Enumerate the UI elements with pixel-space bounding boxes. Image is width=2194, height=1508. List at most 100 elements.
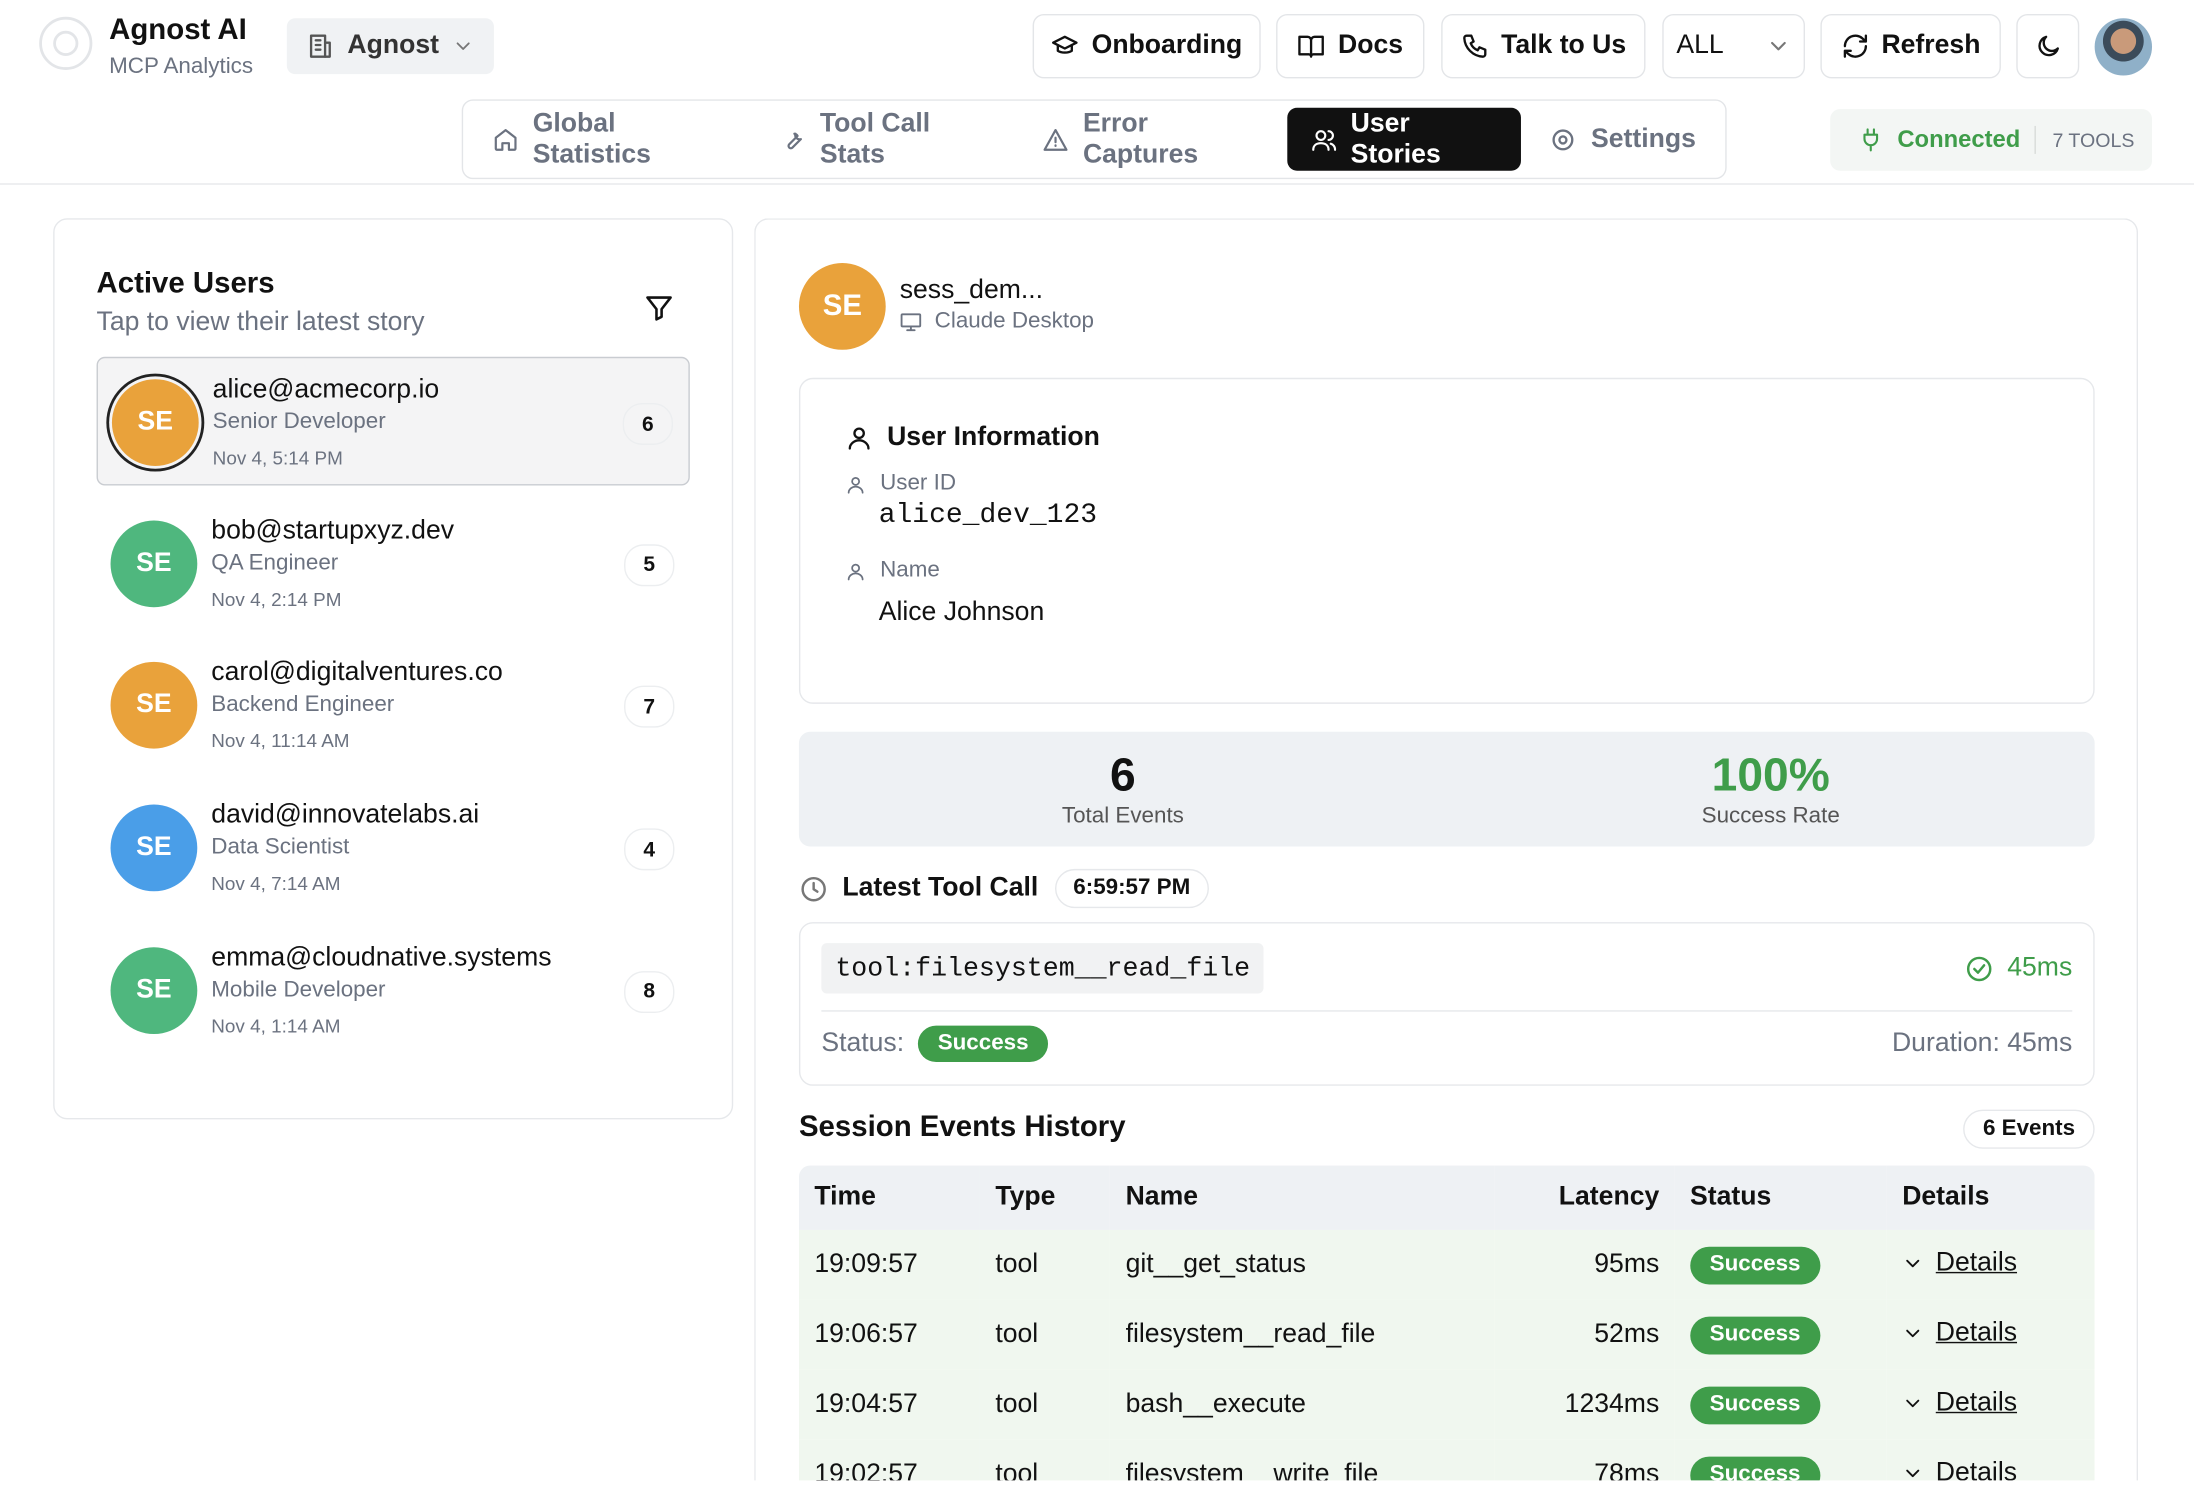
- tab[interactable]: Global Statistics: [469, 108, 752, 171]
- refresh-button[interactable]: Refresh: [1820, 13, 2001, 79]
- event-cell: filesystem__read_file: [1110, 1299, 1494, 1370]
- icon: [494, 128, 517, 151]
- column-header: Name: [1110, 1165, 1494, 1230]
- org-selector[interactable]: Agnost: [286, 18, 494, 75]
- connection-status: Connected 7 TOOLS: [1830, 109, 2153, 171]
- divider: [821, 1010, 2073, 1012]
- user-role: Senior Developer: [212, 409, 386, 434]
- icon: [1298, 35, 1325, 58]
- duration: Duration: 45ms: [1891, 1028, 2073, 1058]
- event-row: 19:04:57 tool bash__execute 1234ms Success De…: [798, 1369, 2095, 1440]
- header-row: Time Type Name Latency Status Details: [798, 1165, 2095, 1230]
- column-header: Status: [1674, 1165, 1887, 1230]
- users-card: Active Users Tap to view their latest sto…: [53, 218, 734, 1120]
- stat: 100% Success Rate: [1447, 732, 2095, 847]
- event-count: 6: [622, 402, 674, 445]
- cell-text: 95ms: [1594, 1249, 1660, 1279]
- column-header: Details: [1886, 1165, 2095, 1230]
- user-avatar: SE: [110, 804, 198, 892]
- details-label: Details: [1935, 1247, 2018, 1277]
- filter-select[interactable]: ALL: [1662, 13, 1806, 79]
- header-button[interactable]: Onboarding: [1032, 13, 1261, 79]
- event-cell: tool: [979, 1369, 1111, 1440]
- event-cell: Success: [1674, 1369, 1887, 1440]
- user-item[interactable]: SE emma@cloudnative.systems Mobile Develop…: [97, 926, 690, 1055]
- details-link[interactable]: Details: [1902, 1317, 2017, 1348]
- details-label: Details: [1935, 1317, 2018, 1347]
- logo-inner: [53, 30, 79, 56]
- users-title: Active Users: [96, 267, 275, 300]
- info-label: User ID: [845, 472, 956, 497]
- profile-avatar[interactable]: [2094, 18, 2153, 76]
- details-link[interactable]: Details: [1902, 1247, 2017, 1278]
- info-value: Alice Johnson: [878, 597, 1045, 627]
- event-row: 19:09:57 tool git__get_status 95ms Success De…: [798, 1229, 2095, 1300]
- user-time: Nov 4, 11:14 AM: [211, 730, 350, 752]
- user-item[interactable]: SE david@innovatelabs.ai Data Scientist Nov…: [97, 784, 690, 913]
- stat-label: Success Rate: [1701, 804, 1840, 829]
- cell-text: tool: [995, 1389, 1039, 1419]
- user-avatar: SE: [110, 520, 198, 607]
- history-count: 6 Events: [1963, 1109, 2095, 1149]
- table-head: Time Type Name Latency Status Details: [798, 1165, 2095, 1230]
- user-time: Nov 4, 2:14 PM: [211, 588, 342, 610]
- user-item[interactable]: SE alice@acmecorp.io Senior Developer Nov 4…: [96, 356, 690, 486]
- user-item[interactable]: SE bob@startupxyz.dev QA Engineer Nov 4, 2:…: [97, 499, 690, 628]
- user-info-box: User Information User ID alice_dev_123 Name…: [798, 377, 2095, 704]
- event-cell: 19:06:57: [798, 1299, 980, 1370]
- events-table: Time Type Name Latency Status Details 19:09:57…: [798, 1165, 2095, 1508]
- tab[interactable]: User Stories: [1286, 107, 1522, 171]
- event-cell: tool: [979, 1299, 1111, 1370]
- icon: [1906, 1398, 1920, 1407]
- user-avatar: SE: [110, 662, 198, 750]
- details-link[interactable]: Details: [1902, 1387, 2017, 1418]
- cell-text: 52ms: [1594, 1319, 1660, 1349]
- icon: [1770, 41, 1786, 51]
- user-email: carol@digitalventures.co: [211, 658, 503, 688]
- event-count: 7: [624, 686, 675, 729]
- user-role: Backend Engineer: [211, 693, 395, 717]
- filter-button[interactable]: [644, 292, 675, 330]
- tab-label: Error Captures: [1082, 108, 1199, 169]
- user-role: Mobile Developer: [211, 977, 386, 1002]
- cell-text: filesystem__read_file: [1125, 1319, 1376, 1349]
- cell-text: 1234ms: [1564, 1389, 1660, 1419]
- user-item[interactable]: SE carol@digitalventures.co Backend Engine…: [97, 641, 690, 770]
- icon: [900, 313, 922, 332]
- cell-text: 19:06:57: [814, 1319, 918, 1349]
- tab[interactable]: Error Captures: [1019, 108, 1283, 171]
- info-value: alice_dev_123: [878, 499, 1098, 532]
- event-cell: bash__execute: [1110, 1369, 1494, 1440]
- client-name: Claude Desktop: [934, 309, 1094, 334]
- event-cell: Details: [1886, 1299, 2095, 1370]
- event-count: 4: [624, 828, 675, 871]
- tab[interactable]: Settings: [1525, 108, 1719, 171]
- header-button[interactable]: Docs: [1276, 13, 1425, 79]
- event-cell: 95ms: [1493, 1229, 1675, 1300]
- user-email: bob@startupxyz.dev: [211, 515, 455, 546]
- icon: [1906, 1259, 1920, 1267]
- info-label: Name: [845, 558, 940, 583]
- latest-time: 6:59:57 PM: [1055, 868, 1209, 909]
- icon: [2037, 35, 2059, 57]
- cell-text: tool: [995, 1249, 1039, 1279]
- org-name: Agnost: [347, 30, 439, 61]
- session-id: sess_dem...: [899, 275, 1044, 306]
- icon: [646, 296, 672, 321]
- brand: Agnost AI: [109, 13, 247, 47]
- user-time: Nov 4, 7:14 AM: [211, 873, 341, 895]
- tab[interactable]: Tool Call Stats: [756, 108, 1015, 171]
- event-cell: 19:09:57: [798, 1229, 980, 1300]
- stat-value: 100%: [1711, 748, 1830, 801]
- user-time: Nov 4, 5:14 PM: [212, 447, 343, 469]
- cell-text: tool: [995, 1319, 1039, 1349]
- event-cell: Success: [1674, 1229, 1887, 1300]
- latest-title: Latest Tool Call 6:59:57 PM: [799, 868, 1209, 909]
- header-button[interactable]: Talk to Us: [1441, 13, 1646, 79]
- latency: 45ms: [1964, 953, 2072, 984]
- theme-toggle[interactable]: [2016, 13, 2080, 79]
- logo: [39, 16, 93, 70]
- event-cell: Details: [1886, 1369, 2095, 1440]
- column-header: Time: [798, 1165, 980, 1230]
